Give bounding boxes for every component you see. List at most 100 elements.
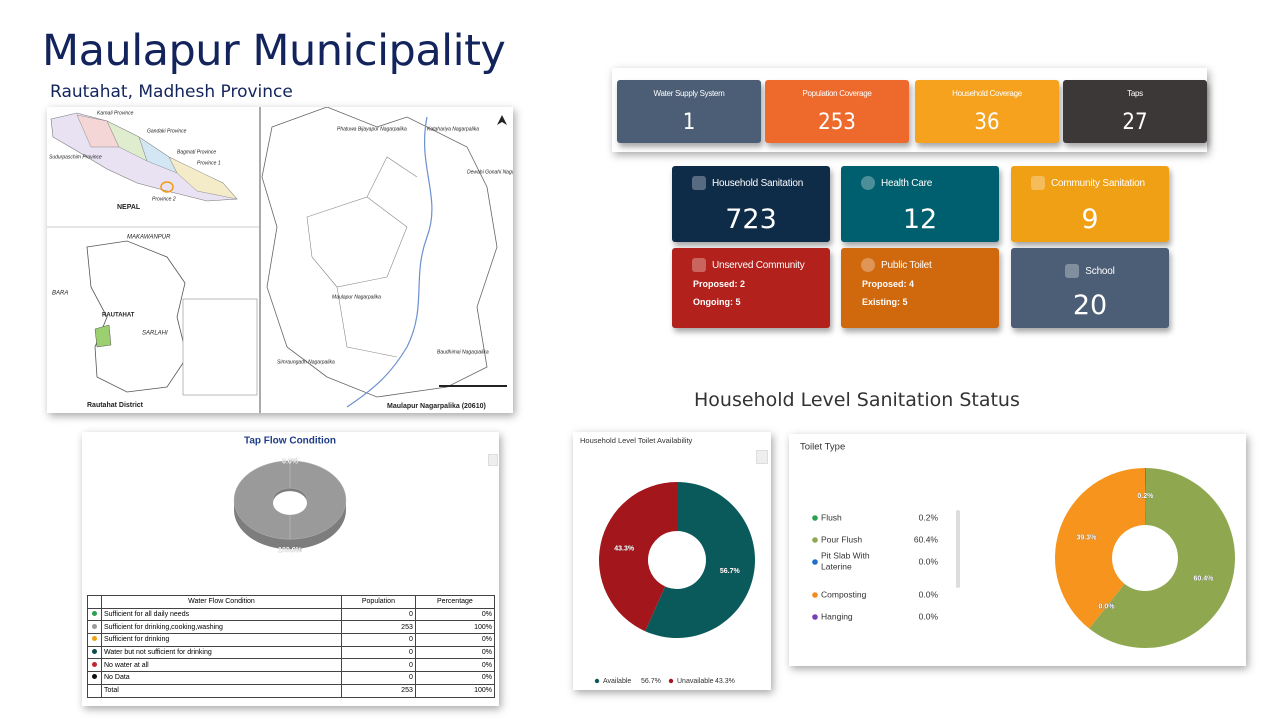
donut-slice — [1055, 468, 1145, 629]
map-label: BARA — [52, 291, 68, 297]
map-label: RAUTAHAT — [102, 313, 135, 319]
chart-title: Toilet Type — [800, 442, 845, 453]
service-card: Public Toilet Proposed: 4 Existing: 5 — [841, 248, 999, 328]
table-cell: Sufficient for drinking — [101, 633, 342, 647]
card-label: Unserved Community — [712, 259, 805, 271]
card-value: 36 — [974, 110, 1000, 135]
page-subtitle: Rautahat, Madhesh Province — [50, 82, 293, 102]
legend-label: Composting — [821, 589, 867, 599]
table-cell: 0 — [341, 633, 416, 647]
map-label: Dewahi Gonahi Nagarpalika — [467, 169, 513, 175]
slice-label: 39.3% — [1077, 534, 1098, 541]
table-cell: 0% — [414, 658, 496, 673]
legend-label: Flush — [821, 512, 842, 522]
legend-marker — [812, 592, 818, 598]
card-detail: Ongoing: 5 — [693, 297, 741, 307]
donut-slice — [1089, 468, 1235, 648]
province-shape — [168, 156, 238, 200]
table-row: No Data 0 0% — [87, 671, 496, 685]
card-header: School — [1011, 264, 1169, 278]
table-cell: 0% — [414, 607, 496, 622]
table-cell — [87, 645, 102, 660]
table-cell — [87, 658, 102, 673]
table-row: Water but not sufficient for drinking 0 0% — [87, 645, 496, 660]
table-cell: Sufficient for all daily needs — [101, 607, 342, 622]
slice-label: 100.0% — [278, 547, 303, 554]
card-header: Unserved Community — [692, 258, 826, 272]
tap-flow-table: Water Flow Condition Population Percentage… — [87, 595, 496, 698]
slice-label: 0.0% — [1099, 603, 1116, 610]
service-card: Unserved Community Proposed: 2 Ongoing: 5 — [672, 248, 830, 328]
table-cell — [87, 620, 102, 635]
card-value: 20 — [1072, 290, 1108, 321]
table-cell: Sufficient for drinking,cooking,washing — [101, 620, 342, 635]
section-title: Household Level Sanitation Status — [694, 389, 1020, 411]
legend-marker — [812, 614, 818, 620]
service-card: Community Sanitation 9 — [1011, 166, 1169, 242]
district-outline — [86, 240, 188, 393]
table-cell: 100% — [414, 620, 496, 635]
card-value: 1 — [682, 110, 696, 135]
map: Karnali Province Gandaki Province Bagmati … — [47, 106, 529, 413]
legend-value: 0.0% — [919, 611, 939, 621]
table-cell — [87, 607, 102, 622]
map-label: Gandaki Province — [147, 128, 187, 134]
row-marker — [92, 636, 97, 642]
tap-flow-panel: Tap Flow Condition 0.0% 100.0% Water Flow … — [82, 432, 499, 706]
legend-marker — [812, 559, 818, 565]
card-detail: Proposed: 2 — [693, 279, 746, 289]
table-header-cell: Water Flow Condition — [101, 595, 342, 609]
table-header-cell: Population — [341, 595, 416, 609]
donut-slice — [1145, 468, 1147, 526]
card-header: Public Toilet — [861, 258, 995, 272]
map-label: Phatuwa Bijayapur Nagarpalika — [337, 126, 407, 132]
chart-title: Household Level Toilet Availability — [580, 436, 693, 445]
card-detail: Existing: 5 — [862, 297, 908, 307]
table-cell: 0 — [341, 645, 416, 660]
location-marker — [160, 181, 174, 193]
table-row: Total 253 100% — [87, 683, 496, 698]
table-cell: 100% — [414, 683, 496, 698]
card-icon — [861, 258, 875, 272]
table-cell: Total — [101, 683, 342, 698]
legend-label: Unavailable — [677, 678, 714, 685]
tap-flow-chart: Tap Flow Condition 0.0% 100.0% — [233, 436, 347, 554]
service-card: Household Sanitation 723 — [672, 166, 830, 242]
legend-scrollbar[interactable] — [956, 510, 960, 588]
legend-value: 60.4% — [914, 534, 939, 544]
card-header: Health Care — [861, 176, 995, 190]
toilet-type-panel: Toilet Type 0.2% 60.4% 0.0% 0.0% 0.0% 39.3% Flu… — [789, 434, 1246, 666]
menu-button[interactable] — [756, 450, 768, 464]
summary-card: Household Coverage 36 — [915, 80, 1059, 143]
slice-label: 0.0% — [282, 458, 299, 465]
table-cell: No Data — [101, 671, 342, 685]
slice-label: 0.2% — [1137, 493, 1154, 500]
map-label: Rautahat District — [87, 402, 144, 409]
municipality-highlight — [94, 324, 112, 348]
map-label: MAKAWANPUR — [127, 235, 171, 241]
pie-hole-depth — [273, 491, 307, 515]
row-marker — [92, 661, 97, 667]
toilet-type-chart: Toilet Type 0.2% 60.4% 0.0% 0.0% 0.0% 39.3% Flu… — [800, 442, 1235, 648]
card-value: 253 — [818, 110, 856, 135]
table-cell: 0 — [341, 671, 416, 685]
row-marker — [92, 649, 97, 655]
card-value: 12 — [902, 204, 938, 235]
table-row: Sufficient for drinking 0 0% — [87, 633, 496, 647]
map-panel: Karnali Province Gandaki Province Bagmati … — [47, 106, 529, 413]
card-label: Population Coverage — [802, 89, 872, 98]
row-marker — [92, 674, 97, 680]
table-cell: 0% — [414, 645, 496, 660]
menu-button[interactable] — [488, 454, 498, 466]
table-row: Sufficient for drinking,cooking,washing 2… — [87, 620, 496, 635]
availability-panel: Household Level Toilet Availability 56.7%… — [573, 432, 771, 690]
legend-value: 43.3% — [715, 678, 735, 685]
service-card: Health Care 12 — [841, 166, 999, 242]
table-cell — [87, 671, 102, 685]
map-label: Simraungadh Nagarpalika — [277, 359, 335, 365]
card-label: Taps — [1127, 89, 1143, 98]
table-cell: 0% — [414, 671, 496, 685]
card-label: Public Toilet — [881, 259, 932, 271]
card-header: Household Sanitation — [692, 176, 826, 190]
